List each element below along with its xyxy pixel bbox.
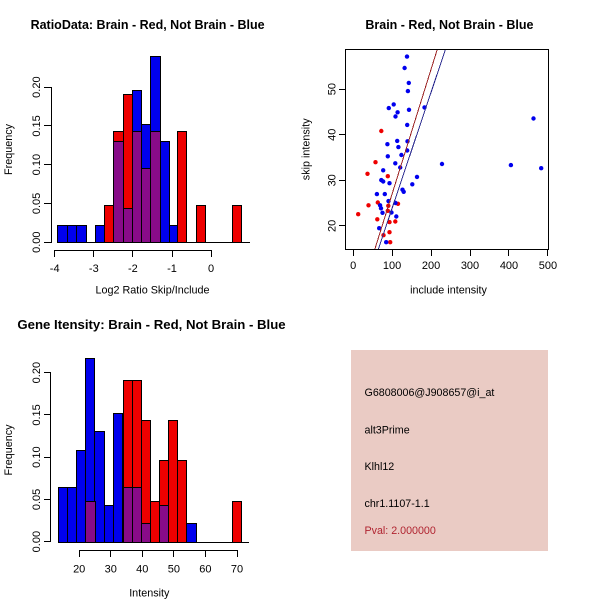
svg-text:40: 40 <box>136 563 148 575</box>
svg-text:0.10: 0.10 <box>31 154 43 175</box>
svg-text:Frequency: Frequency <box>3 123 15 175</box>
svg-text:0: 0 <box>208 263 214 275</box>
svg-text:20: 20 <box>73 563 85 575</box>
svg-text:0.20: 0.20 <box>31 76 43 97</box>
svg-text:Klhl12: Klhl12 <box>365 461 395 473</box>
svg-text:0: 0 <box>350 260 356 272</box>
svg-text:100: 100 <box>383 260 401 272</box>
svg-text:include intensity: include intensity <box>410 285 487 297</box>
svg-text:30: 30 <box>105 563 117 575</box>
svg-text:-1: -1 <box>167 263 177 275</box>
svg-text:-4: -4 <box>50 263 60 275</box>
svg-text:60: 60 <box>199 563 211 575</box>
svg-text:Frequency: Frequency <box>3 424 15 476</box>
svg-text:-3: -3 <box>89 263 99 275</box>
svg-text:20: 20 <box>327 220 339 232</box>
svg-text:50: 50 <box>168 563 180 575</box>
svg-text:400: 400 <box>500 260 518 272</box>
svg-text:RatioData: Brain - Red, Not Br: RatioData: Brain - Red, Not Brain - Blue <box>31 18 265 32</box>
svg-text:0.15: 0.15 <box>31 115 43 136</box>
svg-text:30: 30 <box>327 174 339 186</box>
svg-text:Gene Itensity: Brain - Red, No: Gene Itensity: Brain - Red, Not Brain - … <box>17 317 285 332</box>
svg-text:200: 200 <box>422 260 440 272</box>
svg-text:70: 70 <box>231 563 243 575</box>
svg-text:Log2 Ratio Skip/Include: Log2 Ratio Skip/Include <box>95 285 209 297</box>
svg-text:skip intensity: skip intensity <box>301 118 313 180</box>
svg-text:Brain - Red, Not Brain - Blue: Brain - Red, Not Brain - Blue <box>365 18 533 32</box>
svg-text:300: 300 <box>461 260 479 272</box>
svg-text:500: 500 <box>539 260 557 272</box>
svg-text:alt3Prime: alt3Prime <box>365 425 410 437</box>
svg-text:0.20: 0.20 <box>31 362 43 383</box>
svg-text:0.00: 0.00 <box>31 231 43 252</box>
svg-text:0.05: 0.05 <box>31 193 43 214</box>
svg-text:0.15: 0.15 <box>31 404 43 425</box>
svg-text:G6808006@J908657@i_at: G6808006@J908657@i_at <box>365 387 495 399</box>
svg-text:40: 40 <box>327 129 339 141</box>
svg-text:Pval: 2.000000: Pval: 2.000000 <box>365 525 436 537</box>
svg-text:0.10: 0.10 <box>31 446 43 467</box>
svg-text:Intensity: Intensity <box>129 588 170 600</box>
svg-text:chr1.1107-1.1: chr1.1107-1.1 <box>365 498 430 510</box>
svg-text:-2: -2 <box>128 263 138 275</box>
svg-text:0.00: 0.00 <box>31 531 43 552</box>
svg-text:0.05: 0.05 <box>31 489 43 510</box>
svg-text:50: 50 <box>327 83 339 95</box>
